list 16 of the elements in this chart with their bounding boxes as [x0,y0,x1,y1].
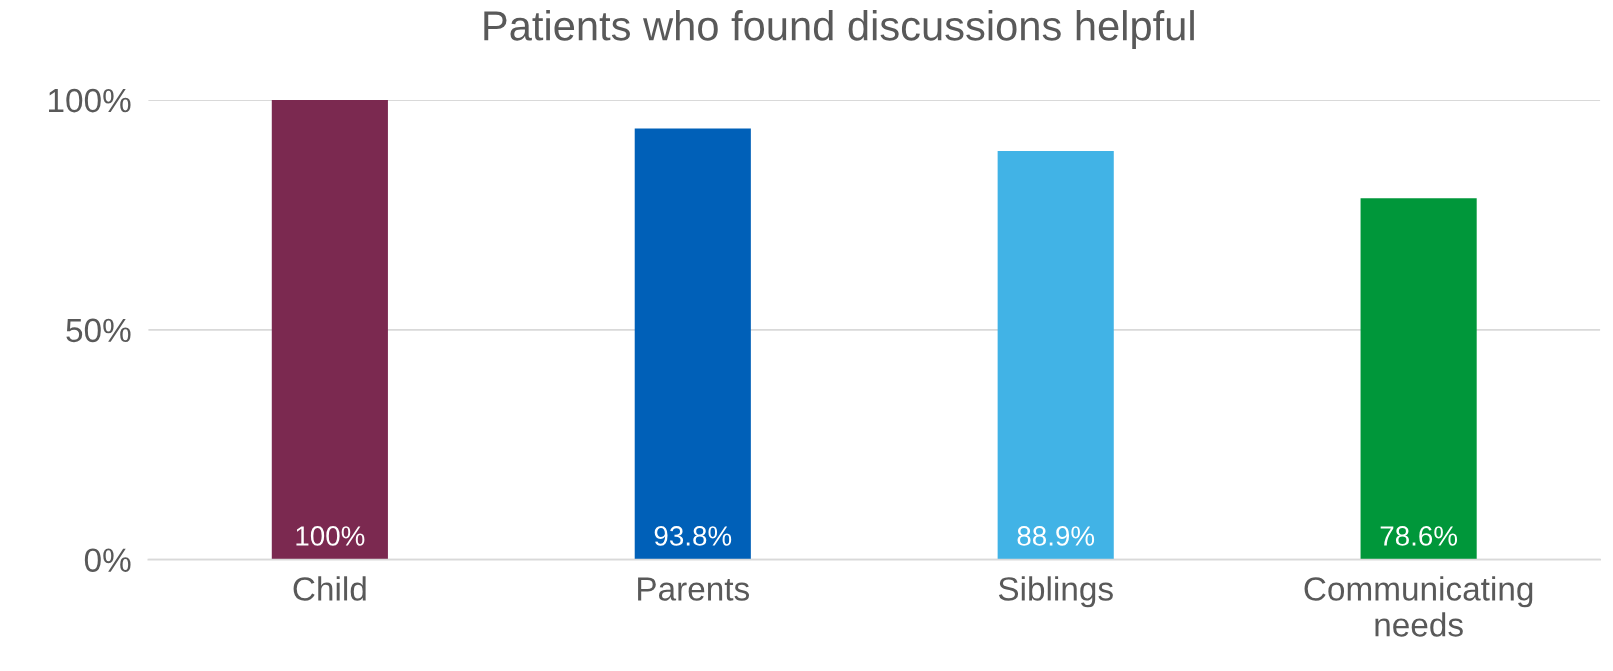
x-tick-label: Siblings [998,576,1113,608]
x-tick-label: Child [293,576,366,601]
x-tick-label: Parents [638,577,750,601]
x-tick-label: Communicating needs [1304,576,1533,637]
bar [271,99,388,560]
y-tick-label: 100% [49,88,131,113]
y-tick-label: 50% [66,318,131,343]
chart-title: Patients who found discussions helpful [484,10,1194,49]
data-label: 88.9% [1017,526,1095,546]
y-tick-label: 0% [84,548,131,573]
bar [634,128,751,560]
data-label: 93.8% [654,526,732,546]
bar [1360,198,1477,560]
bar [997,151,1114,560]
data-label: 78.6% [1380,526,1458,546]
data-label: 100% [296,526,365,546]
